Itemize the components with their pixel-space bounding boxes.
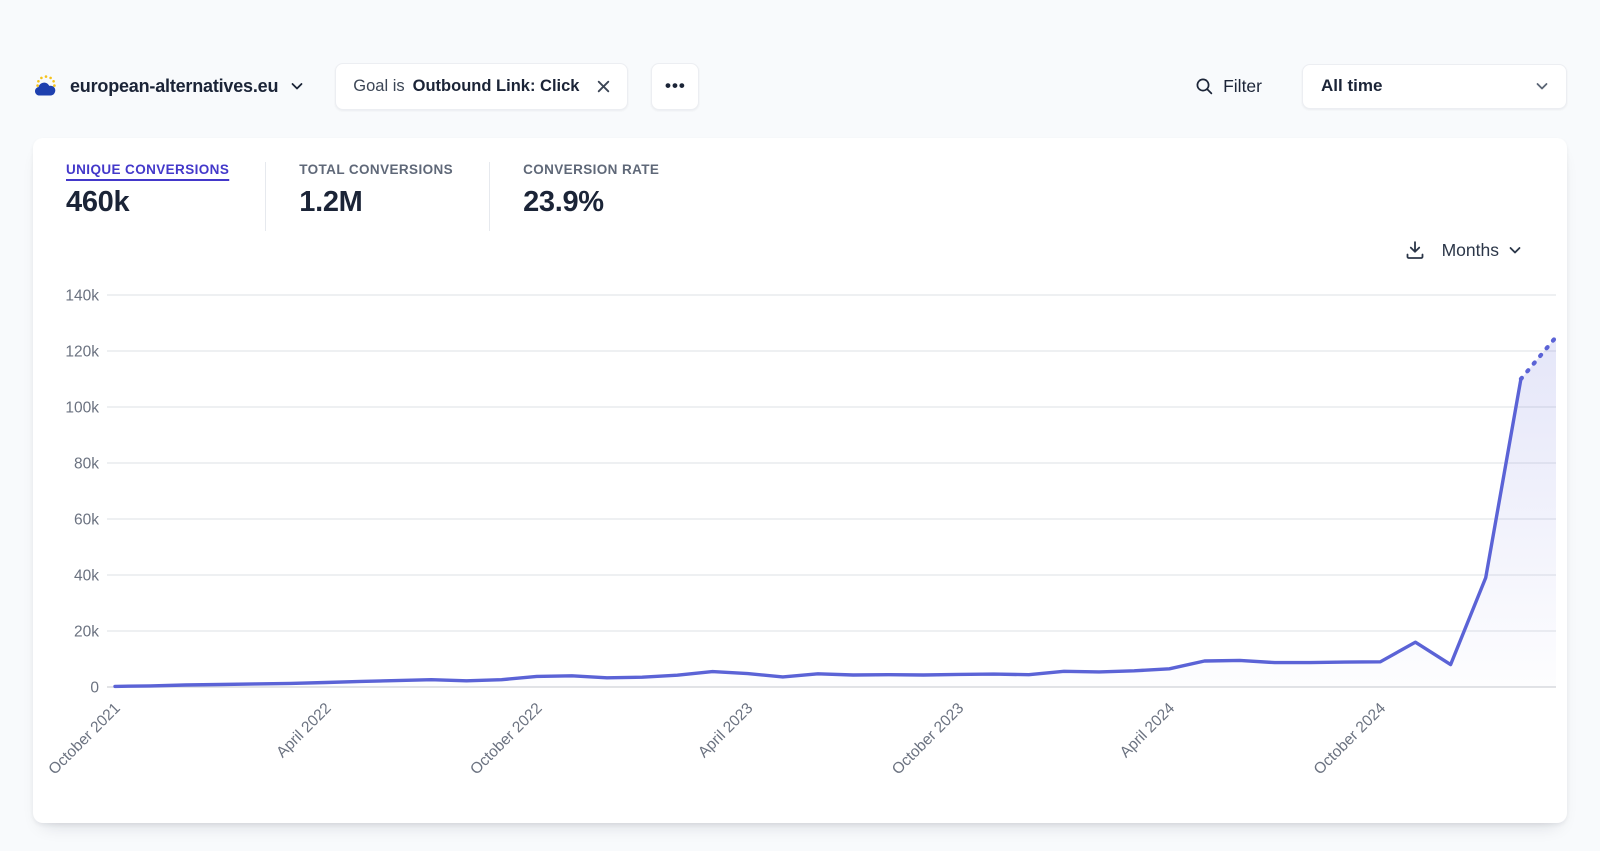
- date-range-value: All time: [1321, 76, 1383, 95]
- y-axis-label: 80k: [74, 456, 99, 473]
- goal-filter-prefix: Goal is: [353, 76, 405, 95]
- stat-unique-conversions[interactable]: UNIQUE CONVERSIONS 460k: [66, 162, 267, 231]
- goal-filter-value: Outbound Link: Click: [412, 76, 580, 95]
- stat-label: UNIQUE CONVERSIONS: [66, 162, 230, 177]
- y-axis-label: 60k: [74, 512, 99, 529]
- download-icon: [1406, 241, 1424, 259]
- x-axis-label: October 2021: [45, 700, 123, 778]
- x-axis-label: October 2022: [467, 700, 545, 778]
- stat-total-conversions[interactable]: TOTAL CONVERSIONS 1.2M: [299, 162, 491, 231]
- date-range-select[interactable]: All time: [1302, 63, 1567, 109]
- y-axis-label: 0: [90, 680, 99, 697]
- header-right-group: Filter All time: [1195, 63, 1567, 109]
- add-filter-button[interactable]: Filter: [1195, 76, 1262, 97]
- stat-label: CONVERSION RATE: [523, 162, 660, 177]
- site-chevron-down-icon: [291, 83, 303, 90]
- chart-area-fill: [115, 337, 1556, 687]
- dashboard-card: UNIQUE CONVERSIONS 460k TOTAL CONVERSION…: [33, 138, 1567, 823]
- conversions-line-projection: [1518, 334, 1559, 382]
- x-axis-label: April 2022: [273, 700, 334, 761]
- y-axis-label: 100k: [65, 400, 99, 417]
- site-name: european-alternatives.eu: [70, 75, 279, 96]
- goal-filter-pill[interactable]: Goal is Outbound Link: Click: [335, 62, 629, 110]
- y-axis-label: 120k: [65, 344, 99, 361]
- stat-label: TOTAL CONVERSIONS: [299, 162, 454, 177]
- x-axis-label: April 2024: [1117, 700, 1179, 762]
- filter-button-label: Filter: [1223, 75, 1262, 96]
- stats-row: UNIQUE CONVERSIONS 460k TOTAL CONVERSION…: [33, 138, 1567, 231]
- remove-filter-button[interactable]: [594, 77, 612, 95]
- stat-value: 460k: [66, 186, 130, 218]
- y-axis-label: 40k: [74, 568, 99, 585]
- chart-controls: Months: [1404, 239, 1523, 261]
- y-axis-label: 140k: [65, 288, 99, 305]
- more-filters-button[interactable]: •••: [651, 62, 700, 110]
- stat-value: 1.2M: [299, 186, 363, 218]
- export-button[interactable]: [1404, 239, 1426, 261]
- x-axis-label: October 2024: [1311, 700, 1390, 779]
- interval-value: Months: [1441, 239, 1499, 260]
- site-selector[interactable]: european-alternatives.eu: [33, 74, 305, 98]
- stat-conversion-rate[interactable]: CONVERSION RATE 23.9%: [523, 162, 695, 231]
- conversions-chart[interactable]: 0 20k 40k 60k 80k 100k 120k 140k October 2021 Apr…: [33, 268, 1567, 816]
- close-icon: [597, 80, 610, 92]
- interval-select[interactable]: Months: [1442, 240, 1523, 261]
- x-axis-label: October 2023: [889, 700, 967, 778]
- chevron-down-icon: [1536, 83, 1548, 90]
- stat-value: 23.9%: [523, 186, 604, 218]
- ellipsis-icon: •••: [665, 76, 686, 95]
- search-icon: [1196, 78, 1213, 94]
- conversions-line[interactable]: [113, 377, 1523, 689]
- chevron-down-icon: [1509, 247, 1521, 254]
- y-axis-label: 20k: [74, 624, 99, 641]
- top-header: european-alternatives.eu Goal is Outboun…: [33, 62, 1567, 110]
- site-favicon-eu-cloud-icon: [35, 75, 56, 96]
- x-axis-label: April 2023: [695, 700, 756, 761]
